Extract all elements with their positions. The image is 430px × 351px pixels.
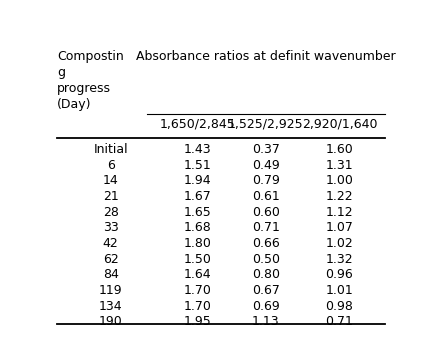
Text: 0.96: 0.96 (325, 268, 353, 282)
Text: 1.01: 1.01 (325, 284, 353, 297)
Text: 33: 33 (102, 221, 118, 234)
Text: 1.64: 1.64 (183, 268, 211, 282)
Text: 1.02: 1.02 (325, 237, 353, 250)
Text: 1.00: 1.00 (325, 174, 353, 187)
Text: 134: 134 (98, 300, 122, 313)
Text: 119: 119 (98, 284, 122, 297)
Text: Compostin
g
progress
(Day): Compostin g progress (Day) (57, 50, 124, 111)
Text: 1.65: 1.65 (183, 206, 211, 219)
Text: 1.51: 1.51 (183, 159, 211, 172)
Text: 0.71: 0.71 (325, 315, 353, 329)
Text: 14: 14 (102, 174, 118, 187)
Text: 1,650/2,845: 1,650/2,845 (159, 118, 235, 131)
Text: 1.67: 1.67 (183, 190, 211, 203)
Text: 28: 28 (102, 206, 118, 219)
Text: 1.13: 1.13 (252, 315, 279, 329)
Text: 0.98: 0.98 (325, 300, 353, 313)
Text: 0.71: 0.71 (252, 221, 279, 234)
Text: 1.68: 1.68 (183, 221, 211, 234)
Text: 1.22: 1.22 (325, 190, 353, 203)
Text: 1.80: 1.80 (183, 237, 211, 250)
Text: 0.49: 0.49 (252, 159, 279, 172)
Text: 1,525/2,925: 1,525/2,925 (227, 118, 303, 131)
Text: 0.60: 0.60 (252, 206, 279, 219)
Text: 1.50: 1.50 (183, 253, 211, 266)
Text: 2,920/1,640: 2,920/1,640 (301, 118, 376, 131)
Text: 21: 21 (102, 190, 118, 203)
Text: 1.43: 1.43 (183, 143, 211, 156)
Text: 1.32: 1.32 (325, 253, 353, 266)
Text: Absorbance ratios at definit wavenumber: Absorbance ratios at definit wavenumber (136, 50, 395, 63)
Text: 84: 84 (102, 268, 118, 282)
Text: 1.12: 1.12 (325, 206, 353, 219)
Text: 0.69: 0.69 (252, 300, 279, 313)
Text: 0.50: 0.50 (252, 253, 280, 266)
Text: 0.37: 0.37 (252, 143, 279, 156)
Text: 1.94: 1.94 (183, 174, 211, 187)
Text: 42: 42 (102, 237, 118, 250)
Text: 1.60: 1.60 (325, 143, 353, 156)
Text: 0.66: 0.66 (252, 237, 279, 250)
Text: 0.80: 0.80 (252, 268, 280, 282)
Text: 0.61: 0.61 (252, 190, 279, 203)
Text: 1.70: 1.70 (183, 300, 211, 313)
Text: 190: 190 (98, 315, 122, 329)
Text: 0.79: 0.79 (252, 174, 279, 187)
Text: 1.31: 1.31 (325, 159, 353, 172)
Text: Initial: Initial (93, 143, 128, 156)
Text: 1.70: 1.70 (183, 284, 211, 297)
Text: 1.07: 1.07 (325, 221, 353, 234)
Text: 0.67: 0.67 (252, 284, 279, 297)
Text: 62: 62 (102, 253, 118, 266)
Text: 1.95: 1.95 (183, 315, 211, 329)
Text: 6: 6 (107, 159, 114, 172)
